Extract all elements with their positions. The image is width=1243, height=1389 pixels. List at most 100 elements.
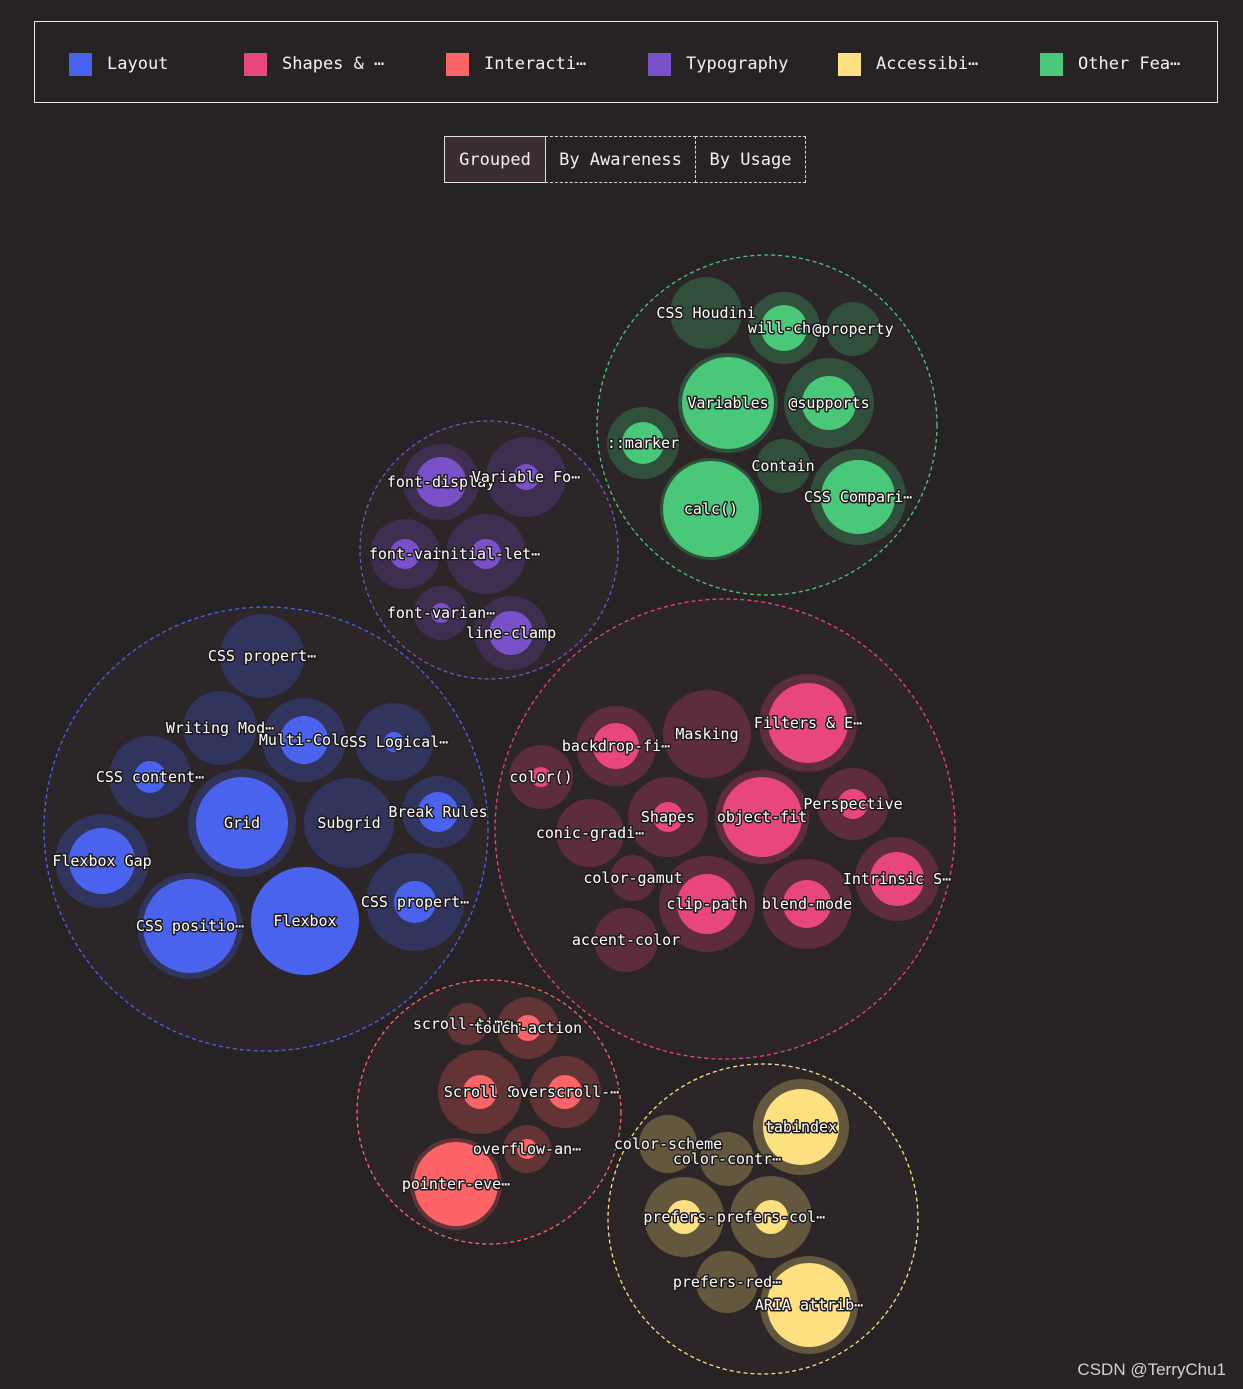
usage-bubble[interactable] bbox=[667, 1200, 701, 1234]
legend-swatch bbox=[69, 52, 92, 76]
usage-bubble[interactable] bbox=[418, 792, 458, 832]
usage-bubble[interactable] bbox=[548, 1075, 582, 1109]
legend-item: Interacti⋯ bbox=[446, 52, 586, 76]
bubble-label: color-scheme bbox=[614, 1135, 722, 1153]
usage-bubble[interactable] bbox=[196, 777, 288, 869]
bubble-label: @property bbox=[812, 320, 893, 338]
awareness-bubble[interactable] bbox=[594, 908, 658, 972]
bubble-group: backdrop-fi⋯ Masking Filters & E⋯ color() co… bbox=[494, 598, 956, 1060]
awareness-bubble[interactable] bbox=[610, 855, 656, 901]
usage-bubble[interactable] bbox=[653, 802, 683, 832]
usage-bubble[interactable] bbox=[593, 723, 639, 769]
bubble-label: calc() bbox=[684, 500, 738, 518]
usage-bubble[interactable] bbox=[517, 1139, 537, 1159]
awareness-bubble[interactable] bbox=[183, 691, 257, 765]
usage-bubble[interactable] bbox=[761, 305, 807, 351]
usage-bubble[interactable] bbox=[513, 464, 539, 490]
bubble-label: Break Rules bbox=[388, 803, 487, 821]
usage-bubble[interactable] bbox=[390, 539, 420, 569]
view-tabs: Grouped By Awareness By Usage bbox=[444, 136, 806, 183]
awareness-bubble[interactable] bbox=[670, 277, 742, 349]
awareness-bubble[interactable] bbox=[556, 799, 624, 867]
usage-bubble[interactable] bbox=[622, 422, 664, 464]
bubble-label: line-clamp bbox=[466, 624, 556, 642]
awareness-bubble[interactable] bbox=[304, 778, 394, 868]
usage-bubble[interactable] bbox=[677, 874, 737, 934]
usage-bubble[interactable] bbox=[414, 1142, 498, 1226]
legend-swatch bbox=[648, 52, 671, 76]
bubble-label: ARIA attrib⋯ bbox=[755, 1296, 863, 1314]
bubble-label: CSS content⋯ bbox=[96, 768, 204, 786]
usage-bubble[interactable] bbox=[821, 460, 895, 534]
bubble-label: object-fit bbox=[717, 808, 807, 826]
usage-bubble[interactable] bbox=[489, 611, 533, 655]
usage-bubble[interactable] bbox=[431, 603, 451, 623]
bubble-label: Variable Fo⋯ bbox=[472, 468, 580, 486]
bubble-label: Multi-Colu bbox=[259, 731, 349, 749]
bubble-label: Variables bbox=[687, 394, 768, 412]
usage-bubble[interactable] bbox=[768, 683, 848, 763]
usage-bubble[interactable] bbox=[515, 1015, 541, 1041]
awareness-bubble[interactable] bbox=[826, 302, 880, 356]
legend-label: Shapes & ⋯ bbox=[282, 54, 385, 74]
bubble-label: Shapes bbox=[641, 808, 695, 826]
bubble-label: Subgrid bbox=[317, 814, 380, 832]
bubble-label: blend-mode bbox=[762, 895, 852, 913]
bubble-label: color() bbox=[509, 768, 572, 786]
awareness-bubble[interactable] bbox=[696, 1251, 758, 1313]
bubble-label: CSS Compari⋯ bbox=[804, 488, 912, 506]
bubble-label: initial-let⋯ bbox=[432, 545, 540, 563]
usage-bubble[interactable] bbox=[471, 539, 501, 569]
usage-bubble[interactable] bbox=[143, 879, 237, 973]
bubble-label: tabindex bbox=[765, 1118, 837, 1136]
usage-bubble[interactable] bbox=[69, 828, 135, 894]
bubble-label: CSS Houdini bbox=[656, 304, 755, 322]
usage-bubble[interactable] bbox=[838, 789, 868, 819]
usage-bubble[interactable] bbox=[722, 777, 802, 857]
legend-swatch bbox=[244, 52, 267, 76]
bubble-label: Masking bbox=[675, 725, 738, 743]
bubble-label: clip-path bbox=[666, 895, 747, 913]
usage-bubble[interactable] bbox=[870, 852, 924, 906]
legend-item: Layout bbox=[69, 52, 168, 76]
awareness-bubble[interactable] bbox=[663, 690, 751, 778]
legend-label: Typography bbox=[686, 54, 789, 74]
usage-bubble[interactable] bbox=[754, 1200, 788, 1234]
bubble-label: accent-color bbox=[572, 931, 680, 949]
usage-bubble[interactable] bbox=[802, 376, 856, 430]
bubble-label: @supports bbox=[788, 394, 869, 412]
tab-grouped[interactable]: Grouped bbox=[444, 136, 546, 183]
usage-bubble[interactable] bbox=[134, 761, 166, 793]
usage-bubble[interactable] bbox=[394, 881, 436, 923]
usage-bubble[interactable] bbox=[531, 767, 551, 787]
usage-bubble[interactable] bbox=[384, 732, 404, 752]
tab-by-usage[interactable]: By Usage bbox=[695, 136, 806, 183]
bubble-label: scroll-time⋯ bbox=[413, 1015, 521, 1033]
awareness-bubble[interactable] bbox=[700, 1132, 754, 1186]
usage-bubble[interactable] bbox=[463, 1075, 497, 1109]
usage-bubble[interactable] bbox=[763, 1089, 839, 1165]
usage-bubble[interactable] bbox=[251, 867, 359, 975]
legend-swatch bbox=[838, 52, 861, 76]
bubble-label: ::marker bbox=[607, 434, 679, 452]
awareness-bubble[interactable] bbox=[220, 614, 304, 698]
bubble-label: conic-gradi⋯ bbox=[536, 824, 644, 842]
usage-bubble[interactable] bbox=[783, 880, 831, 928]
usage-bubble[interactable] bbox=[682, 357, 774, 449]
usage-bubble[interactable] bbox=[416, 457, 466, 507]
usage-bubble[interactable] bbox=[663, 461, 759, 557]
usage-bubble[interactable] bbox=[280, 716, 328, 764]
awareness-bubble[interactable] bbox=[446, 1003, 488, 1045]
usage-bubble[interactable] bbox=[767, 1263, 851, 1347]
legend-label: Interacti⋯ bbox=[484, 54, 587, 74]
bubble-label: Grid bbox=[224, 814, 260, 832]
awareness-bubble[interactable] bbox=[639, 1115, 697, 1173]
bubble-label: Flexbox Gap bbox=[52, 852, 151, 870]
bubble-label: prefers-col⋯ bbox=[717, 1208, 825, 1226]
bubble-label: color-contr⋯ bbox=[673, 1150, 781, 1168]
awareness-bubble[interactable] bbox=[756, 439, 810, 493]
bubble-label: CSS propert⋯ bbox=[208, 647, 316, 665]
